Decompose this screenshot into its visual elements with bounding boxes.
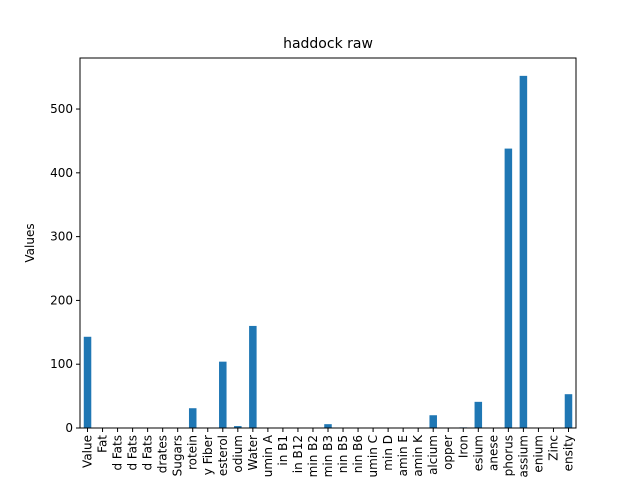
x-tick-label: esium <box>471 435 485 471</box>
y-tick-label: 300 <box>50 230 73 244</box>
x-tick-label: ensity <box>561 435 575 471</box>
plot-frame <box>79 57 577 429</box>
x-tick-label: d Fats <box>126 435 140 471</box>
x-tick-label: amin E <box>396 435 410 476</box>
bar <box>429 415 437 428</box>
x-tick-label: Fat <box>96 435 110 453</box>
x-tick-label: nin B5 <box>336 435 350 473</box>
y-tick-label: 400 <box>50 166 73 180</box>
x-tick-label: anese <box>486 435 500 471</box>
x-tick-label: amin K <box>411 434 425 477</box>
x-tick-label: umin C <box>366 435 380 477</box>
bar <box>564 394 573 428</box>
x-axis: Value Fat d Fats d Fats d Fats drates Sugars ro… <box>81 428 575 478</box>
x-tick-label: d Fats <box>111 435 125 471</box>
x-tick-label: Zinc <box>546 435 560 461</box>
bar <box>219 361 227 428</box>
bar <box>249 325 257 428</box>
bar <box>519 75 528 429</box>
x-tick-label: assium <box>516 435 530 478</box>
y-tick-label: 500 <box>50 102 73 116</box>
x-tick-label: umin A <box>261 434 275 477</box>
x-tick-label: in B12 <box>291 435 305 473</box>
x-tick-label: enium <box>531 435 545 473</box>
x-tick-label: d Fats <box>141 435 155 471</box>
x-tick-label: phorus <box>501 435 515 476</box>
chart-title: haddock raw <box>283 36 373 52</box>
y-axis-label: Values <box>23 223 37 262</box>
y-tick-label: 100 <box>50 357 73 371</box>
x-tick-label: min D <box>381 435 395 471</box>
x-tick-label: Sugars <box>171 435 185 476</box>
x-tick-label: min B3 <box>321 435 335 477</box>
bar <box>474 401 483 428</box>
x-tick-label: esterol <box>216 435 230 476</box>
x-tick-label: drates <box>156 435 170 473</box>
bar <box>234 426 242 428</box>
x-tick-label: opper <box>441 435 455 470</box>
x-tick-label: nin B6 <box>351 435 365 473</box>
x-tick-label: y Fiber <box>201 435 215 475</box>
bar <box>504 148 513 428</box>
bars-group <box>83 75 573 429</box>
x-tick-label: Water <box>246 435 260 471</box>
x-tick-label: Value <box>81 435 95 468</box>
y-tick-label: 200 <box>50 293 73 307</box>
x-tick-label: min B2 <box>306 435 320 477</box>
x-tick-label: in B1 <box>276 435 290 466</box>
y-axis: 0 100 200 300 400 500 <box>50 102 80 435</box>
y-tick-label: 0 <box>65 421 73 435</box>
bar <box>83 336 92 428</box>
x-tick-label: Iron <box>456 435 470 458</box>
bar <box>188 408 197 428</box>
x-tick-label: odium <box>231 435 245 473</box>
bar <box>324 424 332 428</box>
x-tick-label: alcium <box>426 435 440 475</box>
x-tick-label: rotein <box>186 435 200 470</box>
